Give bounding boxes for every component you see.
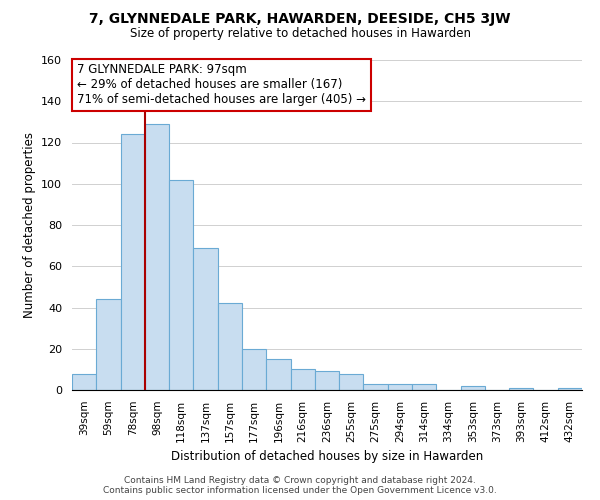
Bar [169, 180, 193, 390]
Bar [193, 248, 218, 390]
Bar [242, 349, 266, 390]
Text: Size of property relative to detached houses in Hawarden: Size of property relative to detached ho… [130, 28, 470, 40]
Bar [461, 386, 485, 390]
Bar [121, 134, 145, 390]
Bar [315, 372, 339, 390]
Bar [96, 299, 121, 390]
Bar [218, 304, 242, 390]
Bar [145, 124, 169, 390]
Text: 7, GLYNNEDALE PARK, HAWARDEN, DEESIDE, CH5 3JW: 7, GLYNNEDALE PARK, HAWARDEN, DEESIDE, C… [89, 12, 511, 26]
X-axis label: Distribution of detached houses by size in Hawarden: Distribution of detached houses by size … [171, 450, 483, 463]
Bar [558, 388, 582, 390]
Text: Contains HM Land Registry data © Crown copyright and database right 2024.
Contai: Contains HM Land Registry data © Crown c… [103, 476, 497, 495]
Bar [290, 370, 315, 390]
Y-axis label: Number of detached properties: Number of detached properties [23, 132, 35, 318]
Bar [388, 384, 412, 390]
Bar [364, 384, 388, 390]
Bar [266, 359, 290, 390]
Text: 7 GLYNNEDALE PARK: 97sqm
← 29% of detached houses are smaller (167)
71% of semi-: 7 GLYNNEDALE PARK: 97sqm ← 29% of detach… [77, 64, 366, 106]
Bar [72, 374, 96, 390]
Bar [412, 384, 436, 390]
Bar [509, 388, 533, 390]
Bar [339, 374, 364, 390]
